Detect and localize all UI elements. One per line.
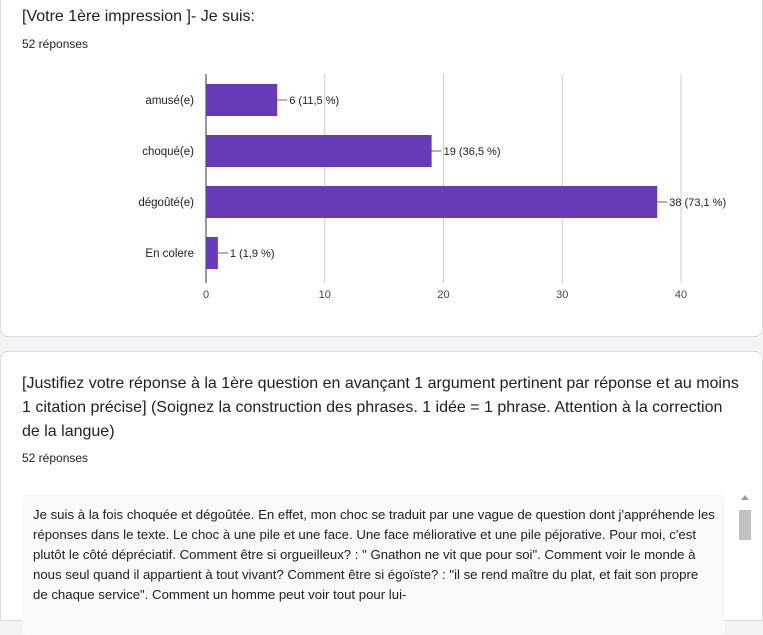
x-tick-label: 20 <box>437 289 449 301</box>
category-label: choqué(e) <box>142 146 194 158</box>
response-count: 52 réponses <box>22 451 89 465</box>
data-label: 19 (36,5 %) <box>444 146 501 158</box>
bar <box>206 135 432 167</box>
data-label: 38 (73,1 %) <box>669 197 726 209</box>
response-item: Je suis à la fois choquée et dégoûtée. E… <box>33 507 715 602</box>
bar <box>206 237 218 269</box>
bar <box>206 84 278 116</box>
question-title: [Votre 1ère impression ]- Je suis: <box>22 8 255 25</box>
response-scrollbar[interactable] <box>737 491 753 631</box>
scroll-thumb[interactable] <box>739 510 751 540</box>
bar <box>206 186 658 218</box>
x-tick-label: 30 <box>556 289 568 301</box>
x-tick-label: 0 <box>203 289 209 301</box>
category-label: En colere <box>145 248 194 260</box>
category-label: amusé(e) <box>145 95 194 107</box>
data-label: 6 (11,5 %) <box>289 95 339 107</box>
category-label: dégoûté(e) <box>138 197 194 209</box>
response-count: 52 réponses <box>22 37 89 51</box>
question-card-justification: [Justifiez votre réponse à la 1ère quest… <box>0 351 763 635</box>
bar-chart: 0 10 20 30 40 amusé(e) 6 (11,5 %) choqué(e) 19 (… <box>138 74 726 301</box>
data-label: 1 (1,9 %) <box>230 248 275 260</box>
scroll-up-arrow-icon[interactable] <box>741 495 749 500</box>
response-list[interactable]: Je suis à la fois choquée et dégoûtée. E… <box>22 495 725 635</box>
question-card-impression: [Votre 1ère impression ]- Je suis: 52 ré… <box>0 0 763 337</box>
question-title: [Justifiez votre réponse à la 1ère quest… <box>22 375 739 440</box>
x-tick-label: 40 <box>675 289 687 301</box>
x-tick-label: 10 <box>319 289 331 301</box>
